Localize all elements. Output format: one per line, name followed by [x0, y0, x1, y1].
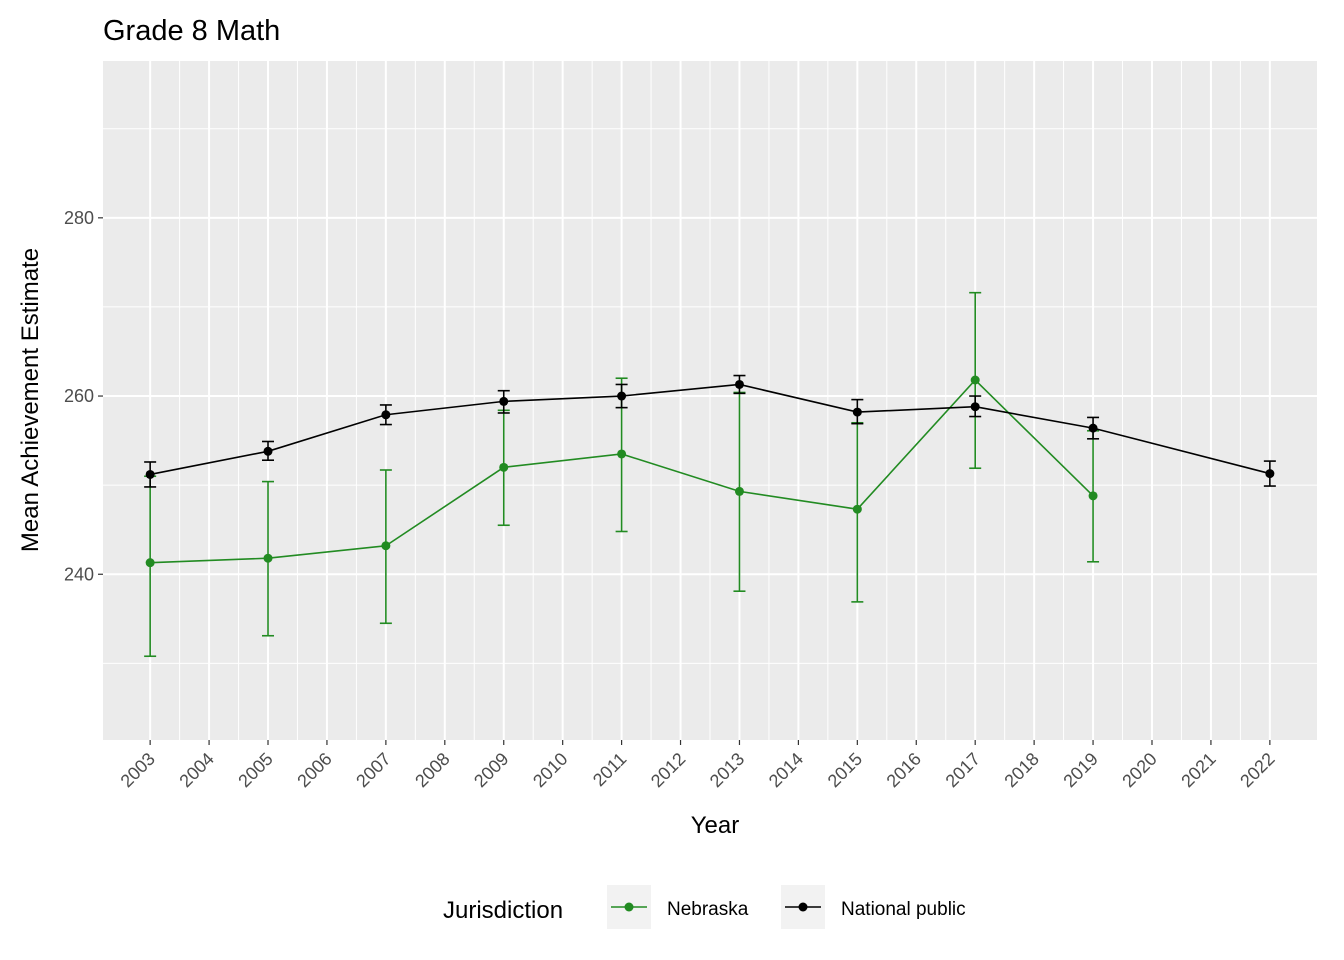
chart-title: Grade 8 Math [103, 15, 280, 47]
x-tick-label: 2006 [293, 749, 335, 791]
data-point [499, 396, 509, 406]
x-tick-label: 2008 [411, 749, 453, 791]
data-point [734, 379, 744, 389]
x-tick-label: 2005 [234, 749, 276, 791]
x-tick-label: 2003 [117, 749, 159, 791]
x-tick-label: 2004 [175, 749, 217, 791]
x-tick-label: 2020 [1118, 749, 1160, 791]
data-point [263, 553, 273, 563]
y-axis-title: Mean Achievement Estimate [17, 248, 44, 552]
data-point [263, 446, 273, 456]
legend-label: Nebraska [667, 899, 749, 920]
data-point [381, 410, 391, 420]
data-point [852, 504, 862, 514]
data-point [970, 402, 980, 412]
y-tick-label: 240 [64, 564, 94, 584]
data-point [499, 462, 509, 472]
series-line [149, 383, 1271, 476]
grid-major [103, 61, 1317, 740]
x-axis: 2003 2004 2005 2006 2007 2008 2009 2010 2011 2012… [117, 740, 1279, 791]
x-tick-label: 2015 [824, 749, 866, 791]
x-tick-label: 2016 [883, 749, 925, 791]
x-tick-label: 2019 [1059, 749, 1101, 791]
x-axis-title: Year [691, 812, 740, 839]
legend: Jurisdiction Nebraska National public [443, 885, 966, 929]
data-point [617, 449, 627, 459]
legend-marker [624, 902, 634, 912]
x-tick-label: 2017 [942, 749, 984, 791]
data-point [145, 469, 155, 479]
x-tick-label: 2014 [765, 749, 807, 791]
x-tick-label: 2011 [589, 749, 631, 791]
data-point [617, 391, 627, 401]
x-tick-label: 2010 [529, 749, 571, 791]
data-point [1088, 423, 1098, 433]
series-layer [144, 291, 1276, 658]
y-tick-label: 280 [64, 208, 94, 228]
data-point [852, 407, 862, 417]
legend-marker [798, 902, 808, 912]
x-tick-label: 2022 [1236, 749, 1278, 791]
x-tick-label: 2007 [352, 749, 394, 791]
data-point [1088, 491, 1098, 501]
data-point [1265, 469, 1275, 479]
legend-title: Jurisdiction [443, 897, 563, 924]
data-point [145, 558, 155, 568]
x-tick-label: 2009 [470, 749, 512, 791]
x-tick-label: 2021 [1177, 749, 1219, 791]
x-tick-label: 2012 [647, 749, 689, 791]
data-point [970, 375, 980, 385]
y-tick-label: 260 [64, 386, 94, 406]
x-tick-label: 2013 [706, 749, 748, 791]
legend-label: National public [841, 899, 966, 920]
data-point [381, 541, 391, 551]
series [144, 374, 1276, 488]
y-axis: 240 260 280 [64, 208, 103, 584]
data-point [734, 486, 744, 496]
legend-items: Nebraska National public [607, 885, 966, 929]
x-tick-label: 2018 [1000, 749, 1042, 791]
